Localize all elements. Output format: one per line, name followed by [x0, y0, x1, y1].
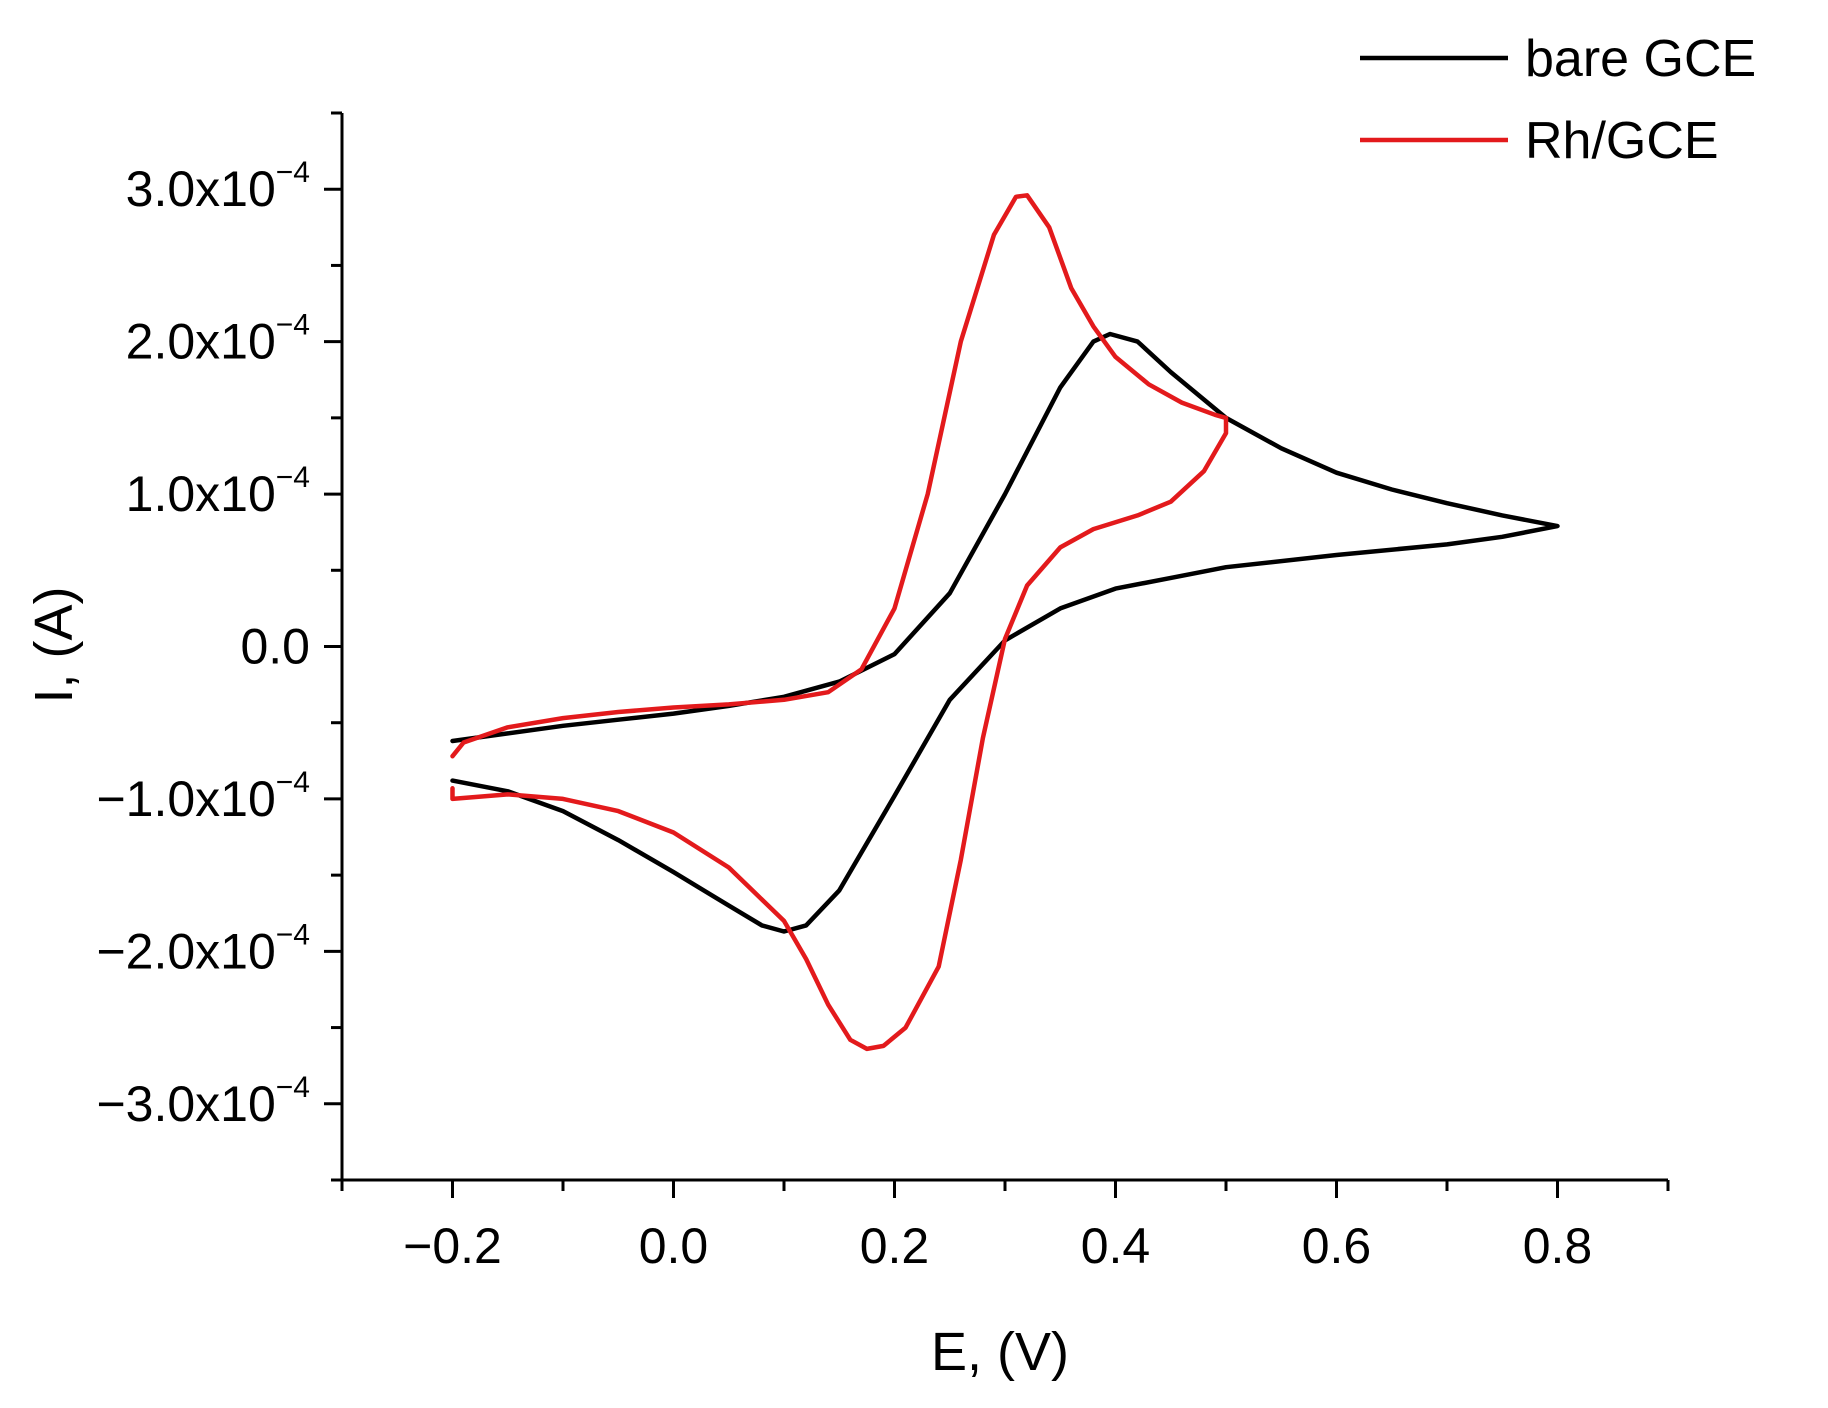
- y-tick-label: 2.0x10−4: [126, 309, 310, 370]
- y-tick-label: −1.0x10−4: [96, 766, 310, 827]
- series-line-1: [450, 193, 1229, 1052]
- legend: bare GCE Rh/GCE: [1360, 30, 1756, 170]
- x-tick-label: 0.4: [1081, 1218, 1151, 1274]
- ticks: −0.2 0.0 0.2 0.4 0.6 0.8 3.0x10−4 2.0x10−4 1.0x1…: [96, 111, 1670, 1274]
- y-tick-label: 1.0x10−4: [126, 461, 310, 522]
- y-tick-label: 3.0x10−4: [126, 156, 310, 217]
- y-axis-label: I, (A): [24, 587, 84, 704]
- series-lines: [450, 193, 1560, 1052]
- y-tick-label: 0.0: [240, 619, 310, 675]
- legend-label: Rh/GCE: [1525, 112, 1719, 170]
- series-line-0: [450, 331, 1560, 934]
- x-tick-label: 0.8: [1523, 1218, 1593, 1274]
- legend-label: bare GCE: [1525, 30, 1756, 88]
- x-tick-label: −0.2: [403, 1218, 502, 1274]
- x-tick-label: 0.6: [1302, 1218, 1372, 1274]
- x-axis-label: E, (V): [931, 1322, 1069, 1382]
- y-tick-label: −3.0x10−4: [96, 1071, 310, 1132]
- x-tick-label: 0.2: [860, 1218, 930, 1274]
- y-tick-label: −2.0x10−4: [96, 918, 310, 979]
- x-tick-label: 0.0: [639, 1218, 709, 1274]
